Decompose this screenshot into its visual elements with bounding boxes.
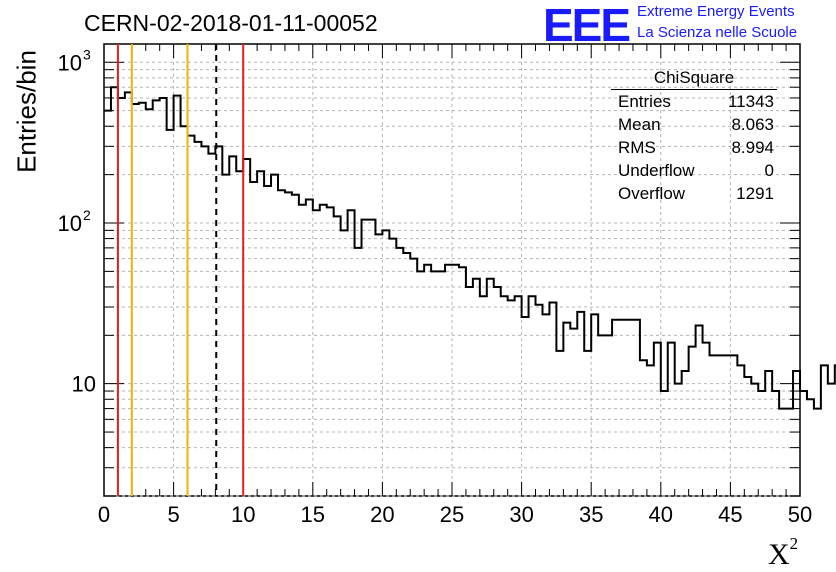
- stats-row: Mean 8.063: [611, 113, 777, 136]
- chart-title: CERN-02-2018-01-11-00052: [84, 10, 378, 36]
- x-tick-label: 35: [579, 502, 603, 527]
- stats-row: Underflow 0: [611, 159, 777, 182]
- histogram-marks: [104, 86, 836, 410]
- stats-row: Entries 11343: [611, 90, 777, 113]
- x-axis-label-sup: 2: [789, 534, 799, 553]
- x-tick-label: 30: [509, 502, 533, 527]
- stats-label: Overflow: [618, 184, 686, 203]
- y-tick-label: 10: [72, 372, 96, 397]
- x-tick-label: 50: [788, 502, 812, 527]
- stats-row: RMS 8.994: [611, 136, 777, 159]
- y-tick-label-exponent: 3: [83, 46, 91, 62]
- stats-box: ChiSquare Entries 11343 Mean 8.063 RMS 8.99…: [611, 68, 777, 205]
- logo-line-1: Extreme Energy Events: [637, 3, 795, 20]
- eee-logo: EEE: [543, 0, 631, 51]
- y-tick-label: 10: [58, 50, 82, 75]
- y-axis-label: Entries/bin: [11, 50, 42, 173]
- stats-label: Mean: [618, 115, 661, 134]
- stats-value: 8.994: [731, 138, 774, 157]
- x-tick-label: 20: [370, 502, 394, 527]
- x-tick-label: 45: [718, 502, 742, 527]
- stats-label: Entries: [618, 92, 671, 111]
- stats-value: 1291: [736, 184, 774, 203]
- marker-lines: [116, 44, 245, 496]
- stats-label: Underflow: [618, 161, 695, 180]
- x-tick-label: 5: [167, 502, 179, 527]
- x-tick-label: 25: [440, 502, 464, 527]
- y-tick-label: 10: [58, 211, 82, 236]
- stats-label: RMS: [618, 138, 656, 157]
- grid-lines: [104, 44, 800, 497]
- x-tick-label: 0: [98, 502, 110, 527]
- stats-title: ChiSquare: [611, 68, 777, 90]
- x-axis-label-main: X: [768, 538, 790, 571]
- x-tick-label: 40: [649, 502, 673, 527]
- stats-value: 11343: [727, 92, 774, 111]
- x-axis-label: X2: [768, 534, 798, 572]
- x-tick-label: 15: [301, 502, 325, 527]
- y-tick-label-exponent: 2: [83, 207, 91, 223]
- histogram-line: [104, 86, 836, 410]
- stats-value: 8.063: [731, 115, 774, 134]
- stats-row: Overflow 1291: [611, 182, 777, 205]
- logo-line-2: La Scienza nelle Scuole: [637, 24, 798, 41]
- stats-value: 0: [764, 161, 774, 180]
- x-tick-label: 10: [231, 502, 255, 527]
